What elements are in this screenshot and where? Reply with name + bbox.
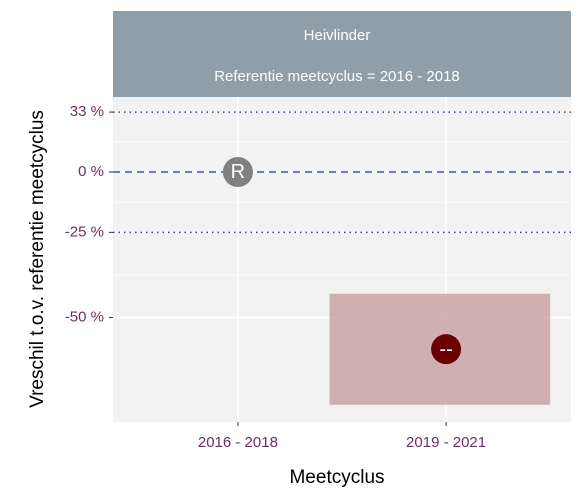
y-tick-label: 33 % bbox=[70, 103, 104, 120]
strip-subtitle: Referentie meetcyclus = 2016 - 2018 bbox=[214, 68, 460, 85]
y-tick-label: -25 % bbox=[65, 223, 104, 240]
x-tick-label: 2016 - 2018 bbox=[198, 434, 278, 451]
y-tick-label: 0 % bbox=[78, 163, 104, 180]
x-axis-label: Meetcyclus bbox=[289, 467, 384, 488]
y-axis-label: Vreschil t.o.v. referentie meetcyclus bbox=[27, 110, 48, 408]
point bbox=[222, 156, 253, 187]
point bbox=[431, 334, 462, 365]
point-label: R bbox=[231, 161, 245, 183]
strip-title: Heivlinder bbox=[304, 27, 371, 44]
x-tick-label: 2019 - 2021 bbox=[406, 434, 486, 451]
point-label: -- bbox=[439, 338, 452, 360]
y-tick-label: -50 % bbox=[65, 308, 104, 325]
strip bbox=[113, 11, 571, 97]
